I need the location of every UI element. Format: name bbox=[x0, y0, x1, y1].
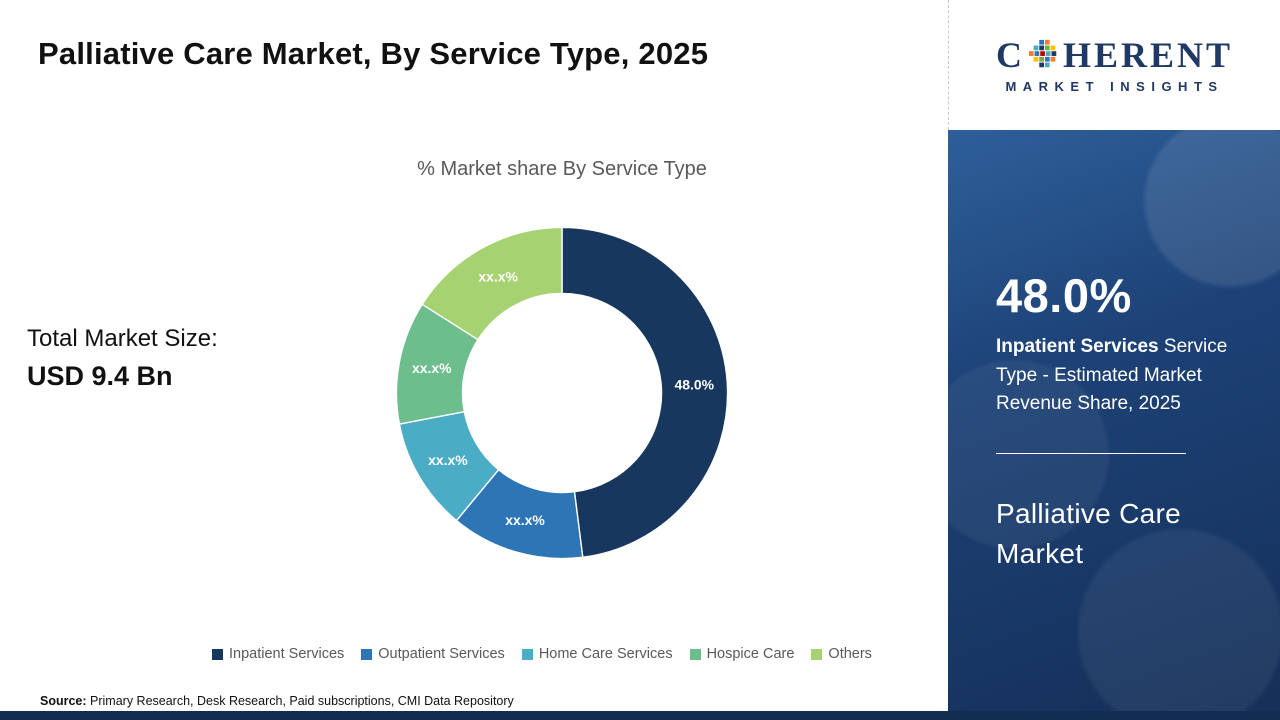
donut-segment-label: xx.x% bbox=[412, 360, 452, 376]
page-title: Palliative Care Market, By Service Type,… bbox=[38, 36, 709, 71]
market-size-value: USD 9.4 Bn bbox=[27, 361, 173, 391]
market-size-label: Total Market Size: bbox=[27, 325, 218, 352]
highlight-stat-description: Inpatient Services Service Type - Estima… bbox=[996, 333, 1241, 419]
legend-swatch bbox=[361, 648, 373, 660]
chart-legend: Inpatient Services Outpatient Services Hom… bbox=[212, 646, 872, 662]
legend-swatch bbox=[689, 648, 701, 660]
legend-item: Hospice Care bbox=[689, 646, 795, 662]
footer-bar bbox=[0, 711, 1280, 720]
legend-label: Home Care Services bbox=[538, 646, 673, 662]
brand-logo-subtext: MARKET INSIGHTS bbox=[1005, 78, 1224, 94]
source-text: Primary Research, Desk Research, Paid su… bbox=[86, 694, 514, 708]
source-row: Source: Primary Research, Desk Research,… bbox=[40, 694, 514, 708]
highlight-panel: 48.0% Inpatient Services Service Type - … bbox=[948, 130, 1280, 720]
donut-segment-label: xx.x% bbox=[428, 452, 468, 468]
cmi-logo-icon bbox=[1028, 39, 1057, 67]
donut-segment-others bbox=[421, 226, 563, 341]
donut-segment-label: xx.x% bbox=[478, 268, 518, 284]
report-name: Palliative Care Market bbox=[996, 497, 1182, 570]
highlight-stat-bold: Inpatient Services bbox=[996, 336, 1159, 357]
brand-logo-suffix: HERENT bbox=[1062, 34, 1234, 75]
highlight-stat-rest: Service Type - Estimated Market Revenue … bbox=[996, 336, 1228, 414]
legend-label: Hospice Care bbox=[706, 646, 795, 662]
chart-area: % Market share By Service Type 48.0% xx.x… bbox=[372, 158, 752, 584]
donut-chart: 48.0% xx.x% xx.x% xx.x% xx.x% bbox=[395, 226, 729, 560]
legend-swatch bbox=[811, 648, 823, 660]
panel-divider bbox=[996, 452, 1186, 454]
highlight-stat-value: 48.0% bbox=[996, 269, 1132, 322]
total-market-size: Total Market Size: USD 9.4 Bn bbox=[27, 325, 218, 392]
donut-wrap: 48.0% xx.x% xx.x% xx.x% xx.x% bbox=[372, 207, 752, 584]
legend-item: Inpatient Services bbox=[212, 646, 344, 662]
legend-swatch bbox=[521, 648, 533, 660]
legend-item: Outpatient Services bbox=[361, 646, 505, 662]
legend-label: Others bbox=[828, 646, 872, 662]
legend-swatch bbox=[212, 648, 223, 660]
donut-segment-inpatient-services bbox=[561, 226, 729, 559]
brand-logo: C HERENT MARKET INSIGHTS bbox=[948, 0, 1280, 130]
legend-item: Others bbox=[811, 646, 872, 662]
brand-logo-wordmark: C HERENT bbox=[996, 37, 1233, 73]
source-label: Source: bbox=[40, 694, 87, 708]
legend-label: Outpatient Services bbox=[378, 646, 505, 662]
legend-item: Home Care Services bbox=[521, 646, 673, 662]
donut-segment-label: 48.0% bbox=[674, 376, 714, 392]
legend-label: Inpatient Services bbox=[229, 646, 345, 662]
brand-logo-prefix: C bbox=[995, 34, 1025, 75]
donut-segment-label: xx.x% bbox=[505, 512, 545, 528]
chart-title: % Market share By Service Type bbox=[417, 158, 707, 180]
